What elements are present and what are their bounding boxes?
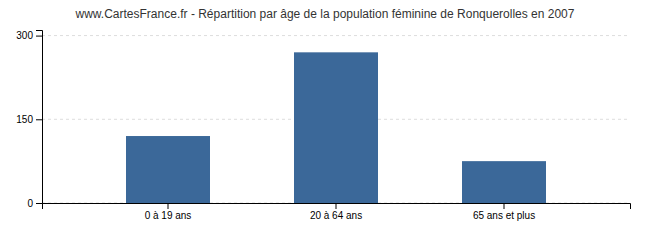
tick-label: 150 — [16, 114, 33, 125]
tick-mark — [36, 203, 42, 204]
tick-label: 65 ans et plus — [473, 210, 535, 221]
axis-line — [36, 31, 43, 204]
bar — [294, 52, 378, 203]
tick-label: 0 à 19 ans — [145, 210, 192, 221]
plot: 0 150 300 0 à 19 ans 20 à 64 ans 65 ans et pl… — [16, 30, 630, 221]
bars — [126, 52, 546, 203]
grid — [42, 36, 630, 203]
tick-mark — [168, 203, 169, 209]
grid-line — [42, 35, 630, 36]
title: www.CartesFrance.fr - Répartition par âg… — [75, 7, 575, 21]
tick-mark — [504, 203, 505, 209]
tick-mark — [36, 119, 42, 120]
tick-label: 20 à 64 ans — [310, 210, 362, 221]
chart: www.CartesFrance.fr - Répartition par âg… — [0, 0, 650, 229]
tick: 20 à 64 ans — [310, 203, 362, 221]
tick: 300 — [16, 30, 42, 41]
tick: 65 ans et plus — [473, 203, 535, 221]
y-axis: 0 150 300 — [16, 30, 42, 208]
tick-mark — [36, 36, 42, 37]
tick-mark — [336, 203, 337, 209]
tick: 0 à 19 ans — [145, 203, 192, 221]
x-axis: 0 à 19 ans 20 à 64 ans 65 ans et plus — [43, 203, 631, 221]
tick: 150 — [16, 114, 42, 125]
tick: 0 — [27, 198, 42, 209]
axis-line — [43, 204, 631, 210]
bar — [462, 161, 546, 203]
bar — [126, 136, 210, 203]
tick-label: 0 — [27, 198, 33, 209]
tick-label: 300 — [16, 30, 33, 41]
